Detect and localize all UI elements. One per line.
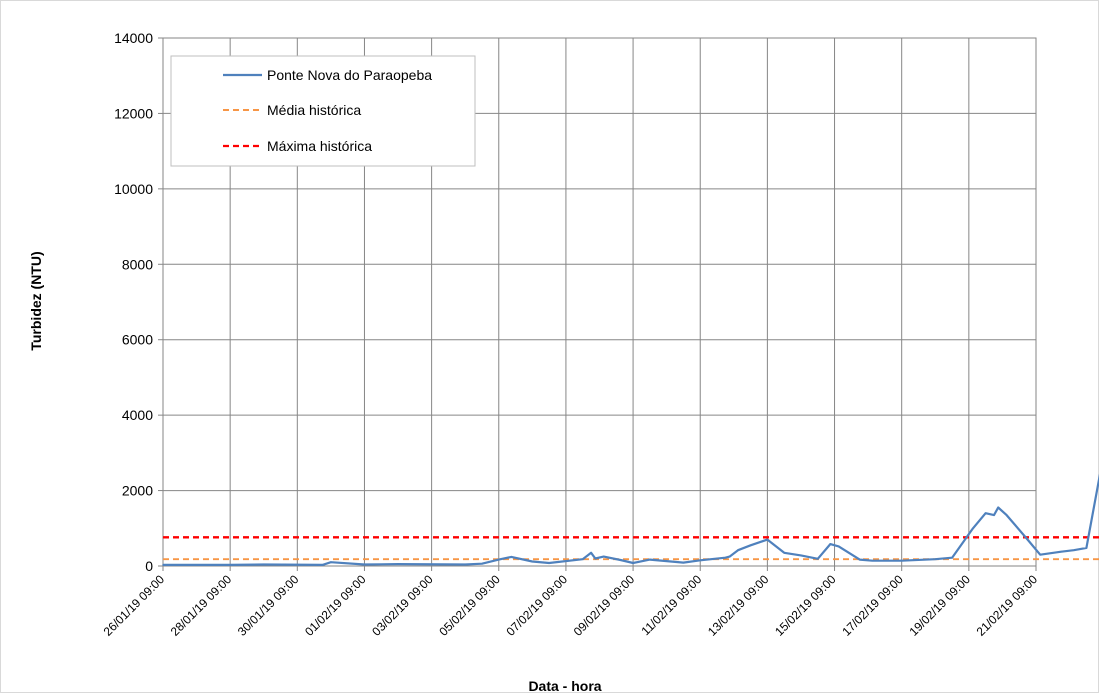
y-tick-label: 10000 bbox=[114, 181, 153, 197]
ponte-nova-data-point bbox=[262, 563, 265, 566]
ponte-nova-data-point bbox=[837, 545, 840, 548]
ponte-nova-data-point bbox=[330, 561, 332, 563]
ponte-nova-data-point bbox=[1026, 538, 1029, 541]
ponte-nova-data-point bbox=[972, 527, 974, 530]
x-tick-label: 11/02/19 09:00 bbox=[638, 572, 704, 638]
ponte-nova-data-point bbox=[993, 514, 995, 516]
ponte-nova-data-point bbox=[510, 556, 513, 558]
ponte-nova-data-point bbox=[800, 554, 802, 557]
ponte-nova-data-point bbox=[1039, 553, 1041, 556]
y-axis-title: Turbidez (NTU) bbox=[28, 251, 44, 350]
ponte-nova-data-point bbox=[749, 544, 752, 547]
ponte-nova-data-point bbox=[590, 552, 592, 554]
x-tick-label: 28/01/19 09:00 bbox=[168, 572, 235, 639]
x-tick-label: 30/01/19 09:00 bbox=[235, 572, 302, 639]
x-tick-label: 01/02/19 09:00 bbox=[302, 572, 369, 639]
ponte-nova-data-point bbox=[728, 555, 731, 558]
y-tick-label: 14000 bbox=[114, 30, 153, 46]
x-axis-tick-labels: 26/01/19 09:00 28/01/19 09:00 30/01/19 09:… bbox=[101, 572, 1041, 639]
legend-label-ponte-nova: Ponte Nova do Paraopeba bbox=[267, 67, 432, 83]
x-tick-label: 07/02/19 09:00 bbox=[504, 572, 571, 639]
ponte-nova-data-point bbox=[724, 556, 727, 559]
ponte-nova-data-point bbox=[829, 543, 832, 545]
x-tick-label: 05/02/19 09:00 bbox=[436, 572, 503, 639]
ponte-nova-data-point bbox=[481, 562, 483, 565]
ponte-nova-data-point bbox=[1060, 550, 1062, 553]
ponte-nova-data-point bbox=[737, 549, 739, 551]
ponte-nova-data-point bbox=[1085, 547, 1088, 549]
ponte-nova-data-point bbox=[1073, 549, 1075, 551]
y-tick-label: 8000 bbox=[122, 256, 153, 272]
ponte-nova-data-point bbox=[498, 558, 500, 561]
ponte-nova-data-point bbox=[951, 556, 953, 559]
ponte-nova-data-point bbox=[619, 559, 622, 561]
ponte-nova-data-point bbox=[984, 512, 987, 514]
ponte-nova-data-point bbox=[682, 561, 685, 564]
x-tick-label: 21/02/19 09:00 bbox=[974, 572, 1041, 639]
x-tick-label: 19/02/19 09:00 bbox=[906, 572, 973, 639]
ponte-nova-data-point bbox=[649, 558, 651, 561]
ponte-nova-data-point bbox=[229, 564, 231, 566]
x-tick-label: 13/02/19 09:00 bbox=[705, 572, 772, 639]
ponte-nova-data-point bbox=[602, 555, 605, 558]
ponte-nova-data-point bbox=[321, 564, 324, 566]
ponte-nova-data-point bbox=[997, 506, 999, 509]
ponte-nova-series-line bbox=[163, 473, 1099, 566]
ponte-nova-data-point bbox=[363, 563, 366, 566]
legend-label-maxima-historica: Máxima histórica bbox=[267, 138, 372, 154]
legend-box bbox=[170, 55, 476, 167]
y-tick-label: 6000 bbox=[122, 332, 153, 348]
ponte-nova-data-point bbox=[632, 562, 634, 564]
ponte-nova-data-point bbox=[531, 560, 534, 563]
ponte-nova-data-point bbox=[699, 559, 701, 562]
ponte-nova-data-point bbox=[858, 558, 861, 561]
x-tick-label: 09/02/19 09:00 bbox=[571, 572, 638, 639]
x-tick-label: 26/01/19 09:00 bbox=[101, 572, 168, 639]
ponte-nova-data-point bbox=[783, 552, 785, 554]
ponte-nova-data-point bbox=[934, 558, 937, 560]
ponte-nova-data-point bbox=[817, 558, 819, 560]
ponte-nova-data-point bbox=[397, 563, 399, 565]
x-tick-label: 17/02/19 09:00 bbox=[839, 572, 906, 639]
legend: Ponte Nova do Paraopeba Média histórica … bbox=[170, 55, 476, 167]
y-axis-tick-labels: 0 2000 4000 6000 8000 10000 12000 14000 bbox=[114, 30, 153, 574]
ponte-nova-data-point bbox=[871, 559, 874, 562]
y-tick-label: 0 bbox=[145, 558, 153, 574]
x-tick-label: 15/02/19 09:00 bbox=[772, 572, 839, 639]
x-tick-label: 03/02/19 09:00 bbox=[369, 572, 436, 639]
ponte-nova-data-point bbox=[548, 562, 550, 564]
ponte-nova-data-point bbox=[1005, 514, 1008, 516]
ponte-nova-data-point bbox=[766, 538, 769, 541]
x-axis-title: Data - hora bbox=[528, 678, 601, 694]
ponte-nova-data-point bbox=[162, 564, 164, 566]
ponte-nova-data-point bbox=[464, 563, 467, 566]
ponte-nova-data-point bbox=[581, 558, 584, 560]
y-tick-label: 2000 bbox=[122, 483, 153, 499]
series-layer bbox=[162, 473, 1099, 566]
ponte-nova-data-point bbox=[665, 560, 668, 562]
y-tick-label: 4000 bbox=[122, 407, 153, 423]
y-tick-label: 12000 bbox=[114, 105, 153, 121]
legend-label-media-historica: Média histórica bbox=[267, 102, 361, 118]
ponte-nova-data-point bbox=[594, 557, 597, 560]
ponte-nova-data-point bbox=[900, 559, 903, 562]
